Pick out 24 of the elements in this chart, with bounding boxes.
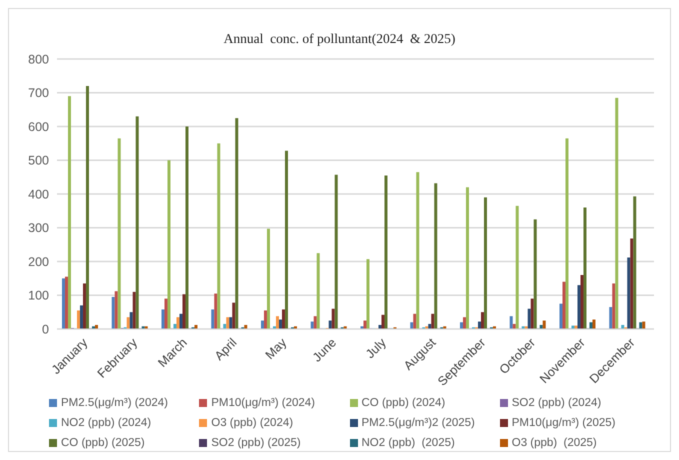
y-tick-label: 300 — [28, 221, 50, 236]
legend-label: SO2 (ppb) (2024) — [512, 397, 602, 409]
y-tick-label: 200 — [28, 254, 50, 269]
legend-label: CO (ppb) (2025) — [61, 437, 145, 449]
y-tick-label: 600 — [28, 120, 50, 134]
chart-title: Annual conc. of polluntant(2024 & 2025) — [222, 31, 456, 48]
y-tick-label: 700 — [28, 86, 50, 100]
legend-label: PM10(μg/m³) (2025) — [512, 417, 616, 429]
legend-label: SO2 (ppb) (2025) — [211, 437, 301, 449]
legend-label: O3 (ppb) (2025) — [512, 437, 597, 449]
y-tick-label: 100 — [28, 288, 50, 303]
legend-label: PM2.5(μg/m³) (2024) — [61, 397, 168, 409]
legend-label: NO2 (ppb) (2025) — [362, 437, 455, 449]
y-tick-label: 400 — [28, 187, 50, 202]
legend-label: PM2.5(μg/m³)2 (2025) — [362, 417, 475, 429]
y-tick-label: 500 — [28, 154, 50, 168]
x-tick-label: July — [363, 334, 390, 362]
legend-label: PM10(μg/m³) (2024) — [211, 397, 316, 409]
legend-label: O3 (ppb) (2024) — [211, 417, 294, 429]
legend-label: NO2 (ppb) (2024) — [61, 417, 152, 429]
x-tick-label: May — [262, 334, 290, 362]
legend-label: CO (ppb) (2024) — [362, 397, 446, 409]
y-tick-label: 0 — [42, 322, 50, 336]
y-tick-label: 800 — [28, 52, 50, 66]
